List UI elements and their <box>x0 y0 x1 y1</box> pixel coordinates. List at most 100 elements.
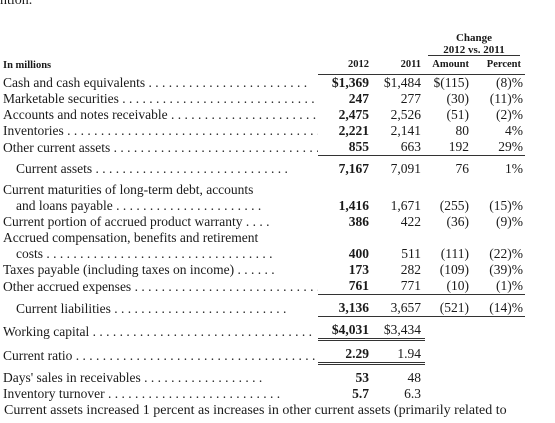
value-2012: 53 <box>355 370 370 385</box>
value-2012: 2.29 <box>318 339 373 365</box>
col-header-amount: Amount <box>425 57 473 75</box>
change-percent: (14)% <box>473 294 525 317</box>
table-row: Taxes payable (including taxes on income… <box>0 262 525 278</box>
value-2011: 3,657 <box>373 294 425 317</box>
row-label: Accrued compensation, benefits and retir… <box>3 230 273 261</box>
units-label: In millions <box>3 59 52 71</box>
value-2012: 5.7 <box>352 386 369 401</box>
change-percent: (15)% <box>489 198 523 213</box>
change-column-group-header: Change 2012 vs. 2011 <box>428 32 520 56</box>
value-2011: 282 <box>400 262 421 277</box>
value-2011: 1,671 <box>390 198 421 213</box>
change-amount: $(115) <box>433 75 470 90</box>
value-2012: 3,136 <box>318 294 373 317</box>
change-amount: (36) <box>446 214 470 229</box>
col-header-2012: 2012 <box>318 57 373 75</box>
change-percent: (1)% <box>473 278 525 295</box>
row-label: Inventories . . . . . . . . . . . . . . … <box>3 123 318 138</box>
row-label: Current portion of accrued product warra… <box>3 214 270 229</box>
table-header-row: In millions 2012 2011 Amount Percent <box>0 57 525 75</box>
value-2012: 2,475 <box>338 107 369 122</box>
change-title: Change <box>455 32 493 44</box>
working-capital-table: In millions 2012 2011 Amount Percent Cas… <box>0 57 525 402</box>
value-2012: 2,221 <box>338 123 369 138</box>
value-2012: 855 <box>318 139 373 156</box>
value-2012: 761 <box>318 278 373 295</box>
row-label: Working capital . . . . . . . . . . . . … <box>3 323 313 339</box>
value-2011: 422 <box>400 214 421 229</box>
table-row: Accounts and notes receivable . . . . . … <box>0 107 525 123</box>
change-amount: 76 <box>455 161 470 176</box>
change-amount: (521) <box>425 294 473 317</box>
value-2011: 771 <box>373 278 425 295</box>
row-label: Accounts and notes receivable . . . . . … <box>3 107 318 122</box>
value-2011: 2,141 <box>390 123 421 138</box>
change-amount: (109) <box>439 262 469 277</box>
change-amount: (51) <box>446 107 470 122</box>
value-2012: 386 <box>348 214 369 229</box>
table-row: Current portion of accrued product warra… <box>0 214 525 230</box>
value-2011: 2,526 <box>390 107 421 122</box>
table-row: Marketable securities . . . . . . . . . … <box>0 91 525 107</box>
change-amount: (30) <box>446 91 470 106</box>
row-label: Current maturities of long-term debt, ac… <box>3 182 262 213</box>
change-amount: (10) <box>425 278 473 295</box>
row-label: Current liabilities . . . . . . . . . . … <box>16 300 287 316</box>
value-2012: 247 <box>348 91 369 106</box>
value-2012: 1,416 <box>338 198 369 213</box>
table-row: Other current assets . . . . . . . . . .… <box>0 139 525 156</box>
table-row: Days' sales in receivables . . . . . . .… <box>0 364 525 387</box>
table-row-subtotal: Current assets . . . . . . . . . . . . .… <box>0 156 525 178</box>
table-row: Cash and cash equivalents . . . . . . . … <box>0 75 525 92</box>
row-label: Marketable securities . . . . . . . . . … <box>3 91 318 106</box>
value-2011: 1.94 <box>373 339 425 365</box>
value-2012: 173 <box>348 262 369 277</box>
row-label: Days' sales in receivables . . . . . . .… <box>3 370 263 385</box>
change-amount: 192 <box>425 139 473 156</box>
following-paragraph: Current assets increased 1 percent as in… <box>0 403 555 419</box>
table-row: Inventories . . . . . . . . . . . . . . … <box>0 123 525 139</box>
value-2011: $3,434 <box>373 316 425 341</box>
change-header-rule <box>428 55 520 56</box>
value-2012: 400 <box>348 246 369 261</box>
change-percent: 29% <box>473 139 525 156</box>
change-amount: (111) <box>440 246 469 261</box>
table-row-total: Current ratio . . . . . . . . . . . . . … <box>0 339 525 365</box>
change-subtitle: 2012 vs. 2011 <box>443 44 505 56</box>
row-label: Inventory turnover . . . . . . . . . . .… <box>3 386 281 401</box>
table-row: Other accrued expenses . . . . . . . . .… <box>0 278 525 295</box>
value-2011: 7,091 <box>390 161 421 176</box>
preceding-text-fragment: ntion. <box>0 0 33 8</box>
value-2012: $1,369 <box>331 75 369 90</box>
change-amount: 80 <box>455 123 470 138</box>
row-label: Other current assets . . . . . . . . . .… <box>3 139 318 155</box>
value-2011: 663 <box>373 139 425 156</box>
row-label: Taxes payable (including taxes on income… <box>3 262 275 277</box>
table-row: Accrued compensation, benefits and retir… <box>0 230 525 262</box>
change-percent: (9)% <box>496 214 523 229</box>
change-percent: 1% <box>505 161 523 176</box>
value-2011: 48 <box>407 370 422 385</box>
paragraph-first-line: Current assets increased 1 percent as in… <box>4 403 507 418</box>
value-2011: 511 <box>401 246 421 261</box>
change-percent: (39)% <box>489 262 523 277</box>
change-amount: (255) <box>439 198 469 213</box>
col-header-2011: 2011 <box>373 57 425 75</box>
change-percent: (2)% <box>496 107 523 122</box>
value-2011: 6.3 <box>404 386 421 401</box>
value-2011: $1,484 <box>383 75 421 90</box>
table-row: Inventory turnover . . . . . . . . . . .… <box>0 386 525 402</box>
col-header-percent: Percent <box>473 57 525 75</box>
change-percent: (11)% <box>489 91 523 106</box>
value-2012: 7,167 <box>338 161 369 176</box>
value-2012: $4,031 <box>318 316 373 341</box>
change-percent: (8)% <box>496 75 523 90</box>
change-percent: (22)% <box>489 246 523 261</box>
table-row-subtotal: Current liabilities . . . . . . . . . . … <box>0 294 525 317</box>
change-percent: 4% <box>505 123 523 138</box>
table-row: Current maturities of long-term debt, ac… <box>0 177 525 214</box>
value-2011: 277 <box>400 91 421 106</box>
row-label: Cash and cash equivalents . . . . . . . … <box>3 75 308 90</box>
row-label: Other accrued expenses . . . . . . . . .… <box>3 278 318 294</box>
row-label: Current assets . . . . . . . . . . . . .… <box>16 161 288 176</box>
